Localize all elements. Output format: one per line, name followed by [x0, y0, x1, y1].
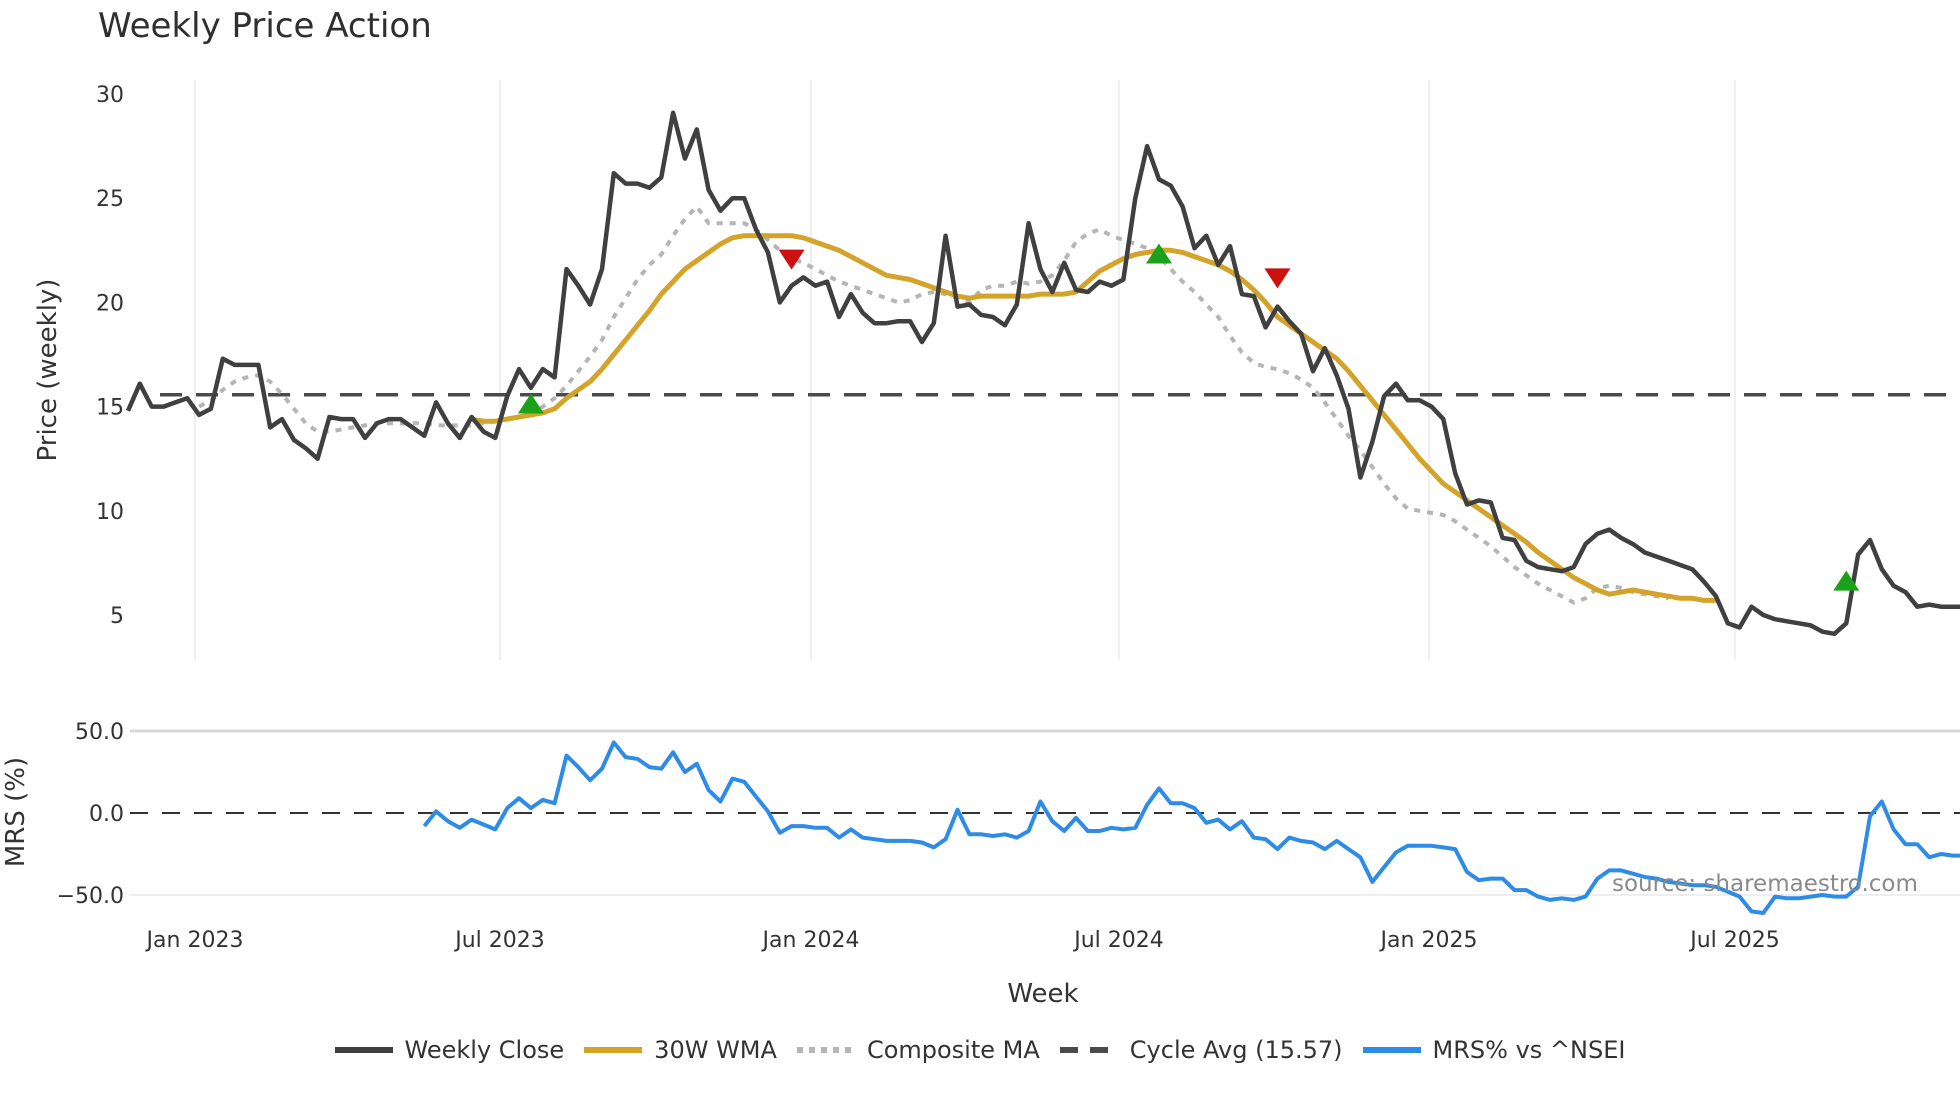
- x-tick: Jan 2023: [145, 928, 244, 953]
- mrs-y-axis-title: MRS (%): [1, 757, 31, 867]
- buy-signal-marker: [1833, 570, 1860, 591]
- x-tick: Jul 2023: [453, 928, 545, 953]
- x-tick: Jul 2025: [1688, 928, 1780, 953]
- signal-markers: [517, 243, 1860, 591]
- price-y-tick: 10: [96, 500, 124, 525]
- legend-item[interactable]: Cycle Avg (15.57): [1059, 1036, 1343, 1064]
- chart-title: Weekly Price Action: [98, 6, 432, 46]
- legend-item[interactable]: 30W WMA: [584, 1036, 777, 1064]
- legend-swatch-icon: [1362, 1047, 1421, 1053]
- price-y-axis-ticks: 5 10 15 20 25 30: [96, 83, 124, 629]
- legend-label: Composite MA: [866, 1036, 1040, 1064]
- mrs-y-tick: 0.0: [89, 802, 124, 827]
- x-tick: Jul 2024: [1072, 928, 1164, 953]
- legend-label: Cycle Avg (15.57): [1129, 1036, 1343, 1064]
- x-tick: Jan 2024: [761, 928, 860, 953]
- mrs-series-group: [130, 740, 1960, 915]
- buy-signal-marker: [1145, 243, 1172, 264]
- legend-swatch-icon: [796, 1047, 855, 1053]
- mrs-line: [422, 740, 1960, 915]
- mrs-y-tick: −50.0: [57, 884, 124, 909]
- price-y-tick: 30: [96, 83, 124, 108]
- x-axis-ticks: Jan 2023 Jul 2023 Jan 2024 Jul 2024 Jan 2025…: [145, 928, 1780, 953]
- sell-signal-marker: [1264, 268, 1291, 289]
- price-y-axis-title: Price (weekly): [33, 279, 63, 462]
- legend-label: 30W WMA: [654, 1036, 777, 1064]
- price-gridlines: [194, 80, 1736, 660]
- wma-30w-line: [471, 233, 1716, 603]
- legend-item[interactable]: Composite MA: [796, 1036, 1040, 1064]
- legend-item[interactable]: MRS% vs ^NSEI: [1362, 1036, 1626, 1064]
- price-y-tick: 20: [96, 291, 124, 316]
- composite-ma-line: [198, 204, 1669, 605]
- price-y-tick: 25: [96, 187, 124, 212]
- legend-label: Weekly Close: [404, 1036, 565, 1064]
- x-axis-title: Week: [1007, 979, 1078, 1009]
- buy-signal-marker: [517, 393, 544, 414]
- price-series-group: [125, 110, 1960, 637]
- legend-swatch-icon: [1059, 1047, 1118, 1053]
- legend-item[interactable]: Weekly Close: [334, 1036, 565, 1064]
- weekly-close-line: [125, 110, 1960, 637]
- price-y-tick: 15: [96, 396, 124, 421]
- price-y-tick: 5: [110, 604, 124, 629]
- mrs-gridlines: [130, 729, 1960, 896]
- legend-swatch-icon: [584, 1047, 643, 1053]
- legend-label: MRS% vs ^NSEI: [1432, 1036, 1626, 1064]
- mrs-y-tick: 50.0: [75, 720, 124, 745]
- legend-swatch-icon: [334, 1047, 393, 1053]
- x-tick: Jan 2025: [1379, 928, 1478, 953]
- source-watermark: source: sharemaestro.com: [1612, 871, 1918, 897]
- chart-legend: Weekly Close 30W WMA Composite MA Cycle Avg…: [0, 1036, 1960, 1064]
- sell-signal-marker: [778, 249, 805, 270]
- mrs-y-axis-ticks: 50.0 0.0 −50.0: [57, 720, 124, 909]
